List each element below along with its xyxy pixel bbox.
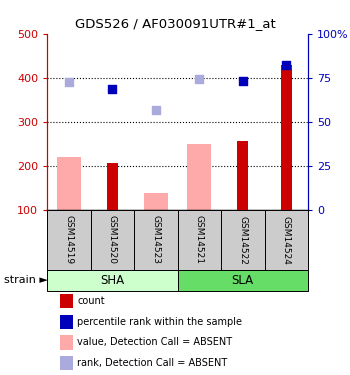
Text: SLA: SLA [232, 274, 254, 287]
Bar [91, 210, 134, 270]
Text: GSM14522: GSM14522 [238, 216, 247, 264]
Bar [265, 210, 308, 270]
Point [110, 86, 115, 92]
Point [153, 106, 159, 112]
Bar [237, 141, 248, 210]
Text: rank, Detection Call = ABSENT: rank, Detection Call = ABSENT [77, 358, 227, 368]
Text: count: count [77, 296, 105, 306]
Bar [57, 157, 81, 210]
Bar [177, 270, 308, 291]
Bar [47, 210, 91, 270]
Point [66, 79, 72, 85]
Bar [144, 193, 168, 210]
Text: value, Detection Call = ABSENT: value, Detection Call = ABSENT [77, 338, 232, 347]
Text: GSM14524: GSM14524 [282, 216, 291, 264]
Point [197, 76, 202, 82]
Bar [177, 210, 221, 270]
Text: GSM14520: GSM14520 [108, 216, 117, 264]
Point [284, 62, 289, 68]
Bar [47, 270, 177, 291]
Text: GSM14521: GSM14521 [195, 216, 204, 264]
Bar [221, 210, 265, 270]
Text: GSM14519: GSM14519 [64, 215, 74, 265]
Text: SHA: SHA [100, 274, 125, 287]
Bar [281, 64, 292, 210]
Text: GSM14523: GSM14523 [152, 216, 160, 264]
Text: GDS526 / AF030091UTR#1_at: GDS526 / AF030091UTR#1_at [75, 17, 275, 30]
Point [240, 78, 246, 84]
Text: percentile rank within the sample: percentile rank within the sample [77, 317, 242, 327]
Bar [187, 144, 211, 210]
Text: strain ►: strain ► [4, 275, 47, 285]
Bar [107, 163, 118, 210]
Bar [134, 210, 177, 270]
